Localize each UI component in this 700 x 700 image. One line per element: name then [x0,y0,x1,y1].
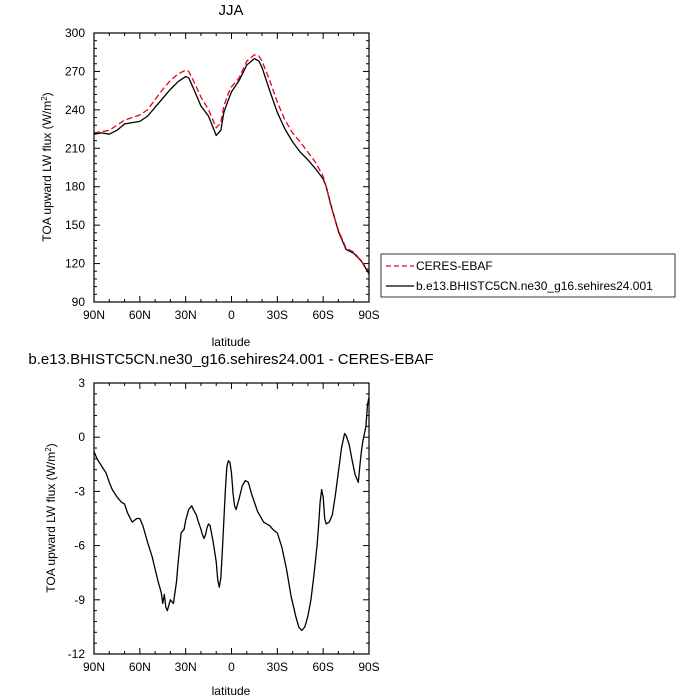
x-tick-label: 60N [129,660,151,674]
y-tick-label: 210 [65,141,85,155]
legend: CERES-EBAF b.e13.BHISTC5CN.ne30_g16.sehi… [380,253,676,298]
legend-box [380,253,676,298]
y-tick-label: 0 [78,430,85,444]
bottom-plot-y-axis-label-end: ) [44,443,58,447]
y-tick-label: -3 [74,484,85,498]
y-tick-label: 300 [65,26,85,40]
top-plot-y-axis-label-main: TOA upward LW flux (W/m [40,101,54,242]
x-tick-label: 60S [312,660,333,674]
y-tick-label: 90 [72,295,86,309]
x-tick-label: 90S [358,660,379,674]
x-tick-label: 30S [267,308,288,322]
bottom-plot-y-axis-label-main: TOA upward LW flux (W/m [44,452,58,593]
bottom-plot-x-axis-label: latitude [212,684,251,698]
x-tick-label: 60N [129,308,151,322]
y-tick-label: 120 [65,257,85,271]
y-tick-label: 240 [65,103,85,117]
top-plot-series-line-0 [93,54,370,272]
y-tick-label: -6 [74,539,85,553]
x-tick-label: 60S [312,308,333,322]
y-tick-label: 150 [65,218,85,232]
bottom-plot-series [93,397,370,632]
x-tick-label: 90N [83,308,105,322]
y-tick-label: 270 [65,64,85,78]
bottom-plot-y-axis-label: TOA upward LW flux (W/m2) [44,443,59,592]
top-plot-series-line-1 [93,57,370,275]
bottom-plot-ticks: 90N 60N 30N 0 30S 60S 90S -12 -9 -6 -3 0 3 [68,376,380,674]
x-tick-label: 30S [267,660,288,674]
top-plot-panel: JJA 90N 60N 30N 0 30S 60S 90S 90 120 150 180 210 240… [40,2,380,349]
bottom-plot-y-axis-label-sup: 2 [44,447,53,452]
top-plot-frame [93,32,370,303]
bottom-plot-series-line-0 [93,397,370,632]
legend-label-model: b.e13.BHISTC5CN.ne30_g16.sehires24.001 [416,279,653,293]
top-plot-title: JJA [218,2,243,19]
y-tick-label: -9 [74,593,85,607]
bottom-plot-frame [93,382,370,655]
x-tick-label: 0 [228,308,235,322]
top-plot-y-axis-label: TOA upward LW flux (W/m2) [40,92,55,241]
top-plot-x-axis-label: latitude [212,335,251,349]
x-tick-label: 30N [175,660,197,674]
legend-label-ceres-ebaf: CERES-EBAF [416,259,493,273]
x-tick-label: 30N [175,308,197,322]
y-tick-label: 3 [78,376,85,390]
top-plot-y-axis-label-end: ) [40,92,54,96]
x-tick-label: 0 [228,660,235,674]
y-tick-label: 180 [65,180,85,194]
top-plot-y-axis-label-sup: 2 [40,96,49,101]
y-tick-label: -12 [68,647,86,661]
top-plot-ticks: 90N 60N 30N 0 30S 60S 90S 90 120 150 180 210 240 270 3… [65,26,380,322]
x-tick-label: 90S [358,308,379,322]
top-plot-series [93,54,370,275]
bottom-plot-title: b.e13.BHISTC5CN.ne30_g16.sehires24.001 -… [28,351,433,368]
bottom-plot-panel: b.e13.BHISTC5CN.ne30_g16.sehires24.001 -… [28,351,433,698]
x-tick-label: 90N [83,660,105,674]
